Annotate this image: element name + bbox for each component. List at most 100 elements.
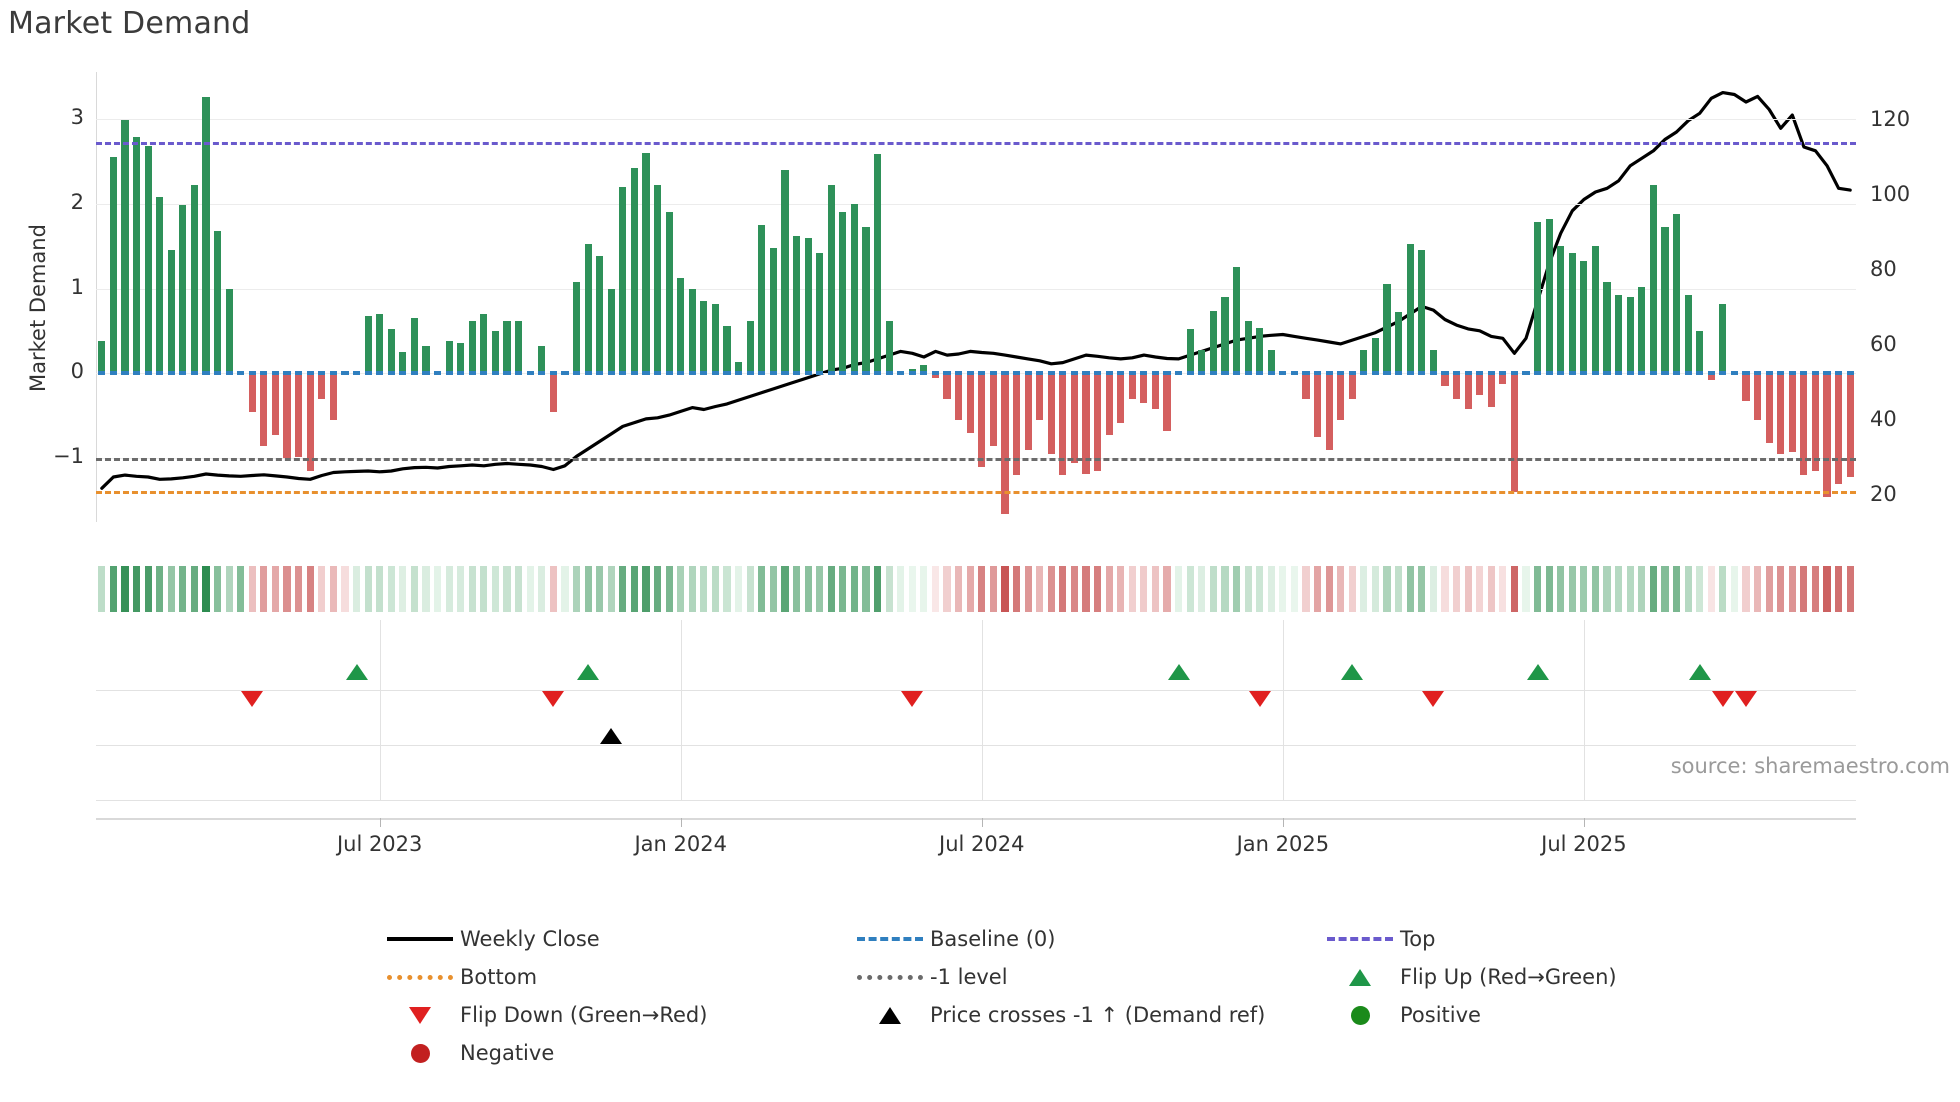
heat-cell: [167, 566, 175, 612]
heat-cell: [619, 566, 627, 612]
demand-bar: [121, 120, 129, 374]
baseline-marker: [526, 371, 534, 376]
baseline-marker: [248, 371, 256, 376]
legend-item[interactable]: Flip Down (Green→Red): [380, 1003, 850, 1027]
baseline-marker: [677, 371, 685, 376]
baseline-marker: [1811, 371, 1820, 376]
heat-cell: [515, 566, 523, 612]
demand-bar: [700, 301, 708, 374]
legend-item[interactable]: Top: [1320, 927, 1800, 951]
heat-cell: [700, 566, 708, 612]
heat-cell: [1800, 566, 1808, 612]
baseline-marker: [202, 371, 210, 376]
y-axis-right-tick: 60: [1870, 331, 1897, 356]
baseline-marker: [1696, 371, 1704, 376]
legend-item[interactable]: Bottom: [380, 965, 850, 989]
demand-bar: [908, 369, 916, 374]
baseline-marker: [1522, 371, 1530, 376]
heat-cell: [121, 566, 129, 612]
demand-bar: [1151, 373, 1160, 410]
legend-item[interactable]: Price crosses -1 ↑ (Demand ref): [850, 1003, 1320, 1027]
baseline-marker: [109, 371, 117, 376]
heat-cell: [1649, 566, 1657, 612]
heat-cell: [144, 566, 152, 612]
legend-dotted-line-icon: [857, 974, 923, 980]
baseline-marker: [1753, 371, 1762, 376]
heat-cell: [1672, 566, 1681, 612]
baseline-marker: [1244, 371, 1252, 376]
demand-bar: [1406, 244, 1414, 374]
demand-bar: [596, 256, 604, 374]
demand-bar: [758, 224, 766, 374]
demand-bar: [1719, 303, 1727, 374]
heat-cell: [1047, 566, 1055, 612]
heat-cell: [1429, 566, 1437, 612]
heat-cell: [549, 566, 557, 612]
demand-bar: [1313, 373, 1322, 438]
demand-bar: [422, 346, 430, 374]
heat-cell: [1140, 566, 1148, 612]
heat-cell: [1522, 566, 1530, 612]
heat-cell: [711, 566, 720, 612]
legend-item-label: Price crosses -1 ↑ (Demand ref): [930, 1003, 1266, 1027]
baseline-marker: [700, 371, 708, 376]
baseline-marker: [1117, 371, 1125, 376]
demand-bar: [723, 325, 731, 374]
heat-cell: [295, 566, 303, 612]
demand-bar: [549, 373, 557, 412]
baseline-marker: [491, 371, 500, 376]
demand-bar: [1128, 373, 1136, 399]
heat-cell: [630, 566, 638, 612]
legend-item[interactable]: Baseline (0): [850, 927, 1320, 951]
heat-cell: [248, 566, 256, 612]
heat-cell: [1360, 566, 1368, 612]
demand-bar: [1580, 261, 1588, 374]
baseline-marker: [862, 371, 870, 376]
demand-bar: [1753, 373, 1762, 421]
flip-up-marker: [345, 664, 368, 680]
demand-bar: [1800, 373, 1808, 476]
demand-bar: [1221, 297, 1229, 374]
heat-cell: [781, 566, 789, 612]
demand-bar: [538, 346, 546, 374]
demand-bar: [248, 373, 256, 412]
demand-bar: [1429, 349, 1437, 374]
baseline-marker: [1313, 371, 1322, 376]
heat-cell: [1557, 566, 1565, 612]
baseline-marker: [642, 371, 650, 376]
heat-cell: [1753, 566, 1762, 612]
heat-cell: [491, 566, 500, 612]
baseline-marker: [1835, 371, 1843, 376]
demand-bar: [1093, 373, 1102, 472]
heat-cell: [1221, 566, 1229, 612]
heat-cell: [1487, 566, 1495, 612]
heat-cell: [723, 566, 731, 612]
legend-item-label: Top: [1400, 927, 1436, 951]
y-axis-right-tick: 120: [1870, 106, 1911, 131]
legend-item-label: Weekly Close: [460, 927, 600, 951]
baseline-marker: [572, 371, 581, 376]
y-axis-left-tick: 3: [70, 104, 84, 129]
legend-item[interactable]: Flip Up (Red→Green): [1320, 965, 1800, 989]
baseline-marker: [1198, 371, 1206, 376]
heat-cell: [1580, 566, 1588, 612]
heat-cell: [202, 566, 210, 612]
heat-cell: [433, 566, 442, 612]
demand-bar: [677, 278, 685, 374]
legend-item[interactable]: Negative: [380, 1041, 850, 1065]
baseline-marker: [271, 371, 280, 376]
legend-item-label: -1 level: [930, 965, 1008, 989]
baseline-marker: [1395, 371, 1403, 376]
demand-bar: [1707, 373, 1715, 381]
legend-item[interactable]: -1 level: [850, 965, 1320, 989]
flip-down-marker: [542, 691, 565, 707]
heat-cell: [908, 566, 916, 612]
demand-bar: [827, 184, 835, 374]
baseline-marker: [468, 371, 476, 376]
legend-item[interactable]: Positive: [1320, 1003, 1800, 1027]
demand-bar: [816, 252, 824, 374]
legend-item-label: Positive: [1400, 1003, 1481, 1027]
legend-item[interactable]: Weekly Close: [380, 927, 850, 951]
baseline-marker: [1672, 371, 1681, 376]
flip-up-marker: [1526, 664, 1549, 680]
